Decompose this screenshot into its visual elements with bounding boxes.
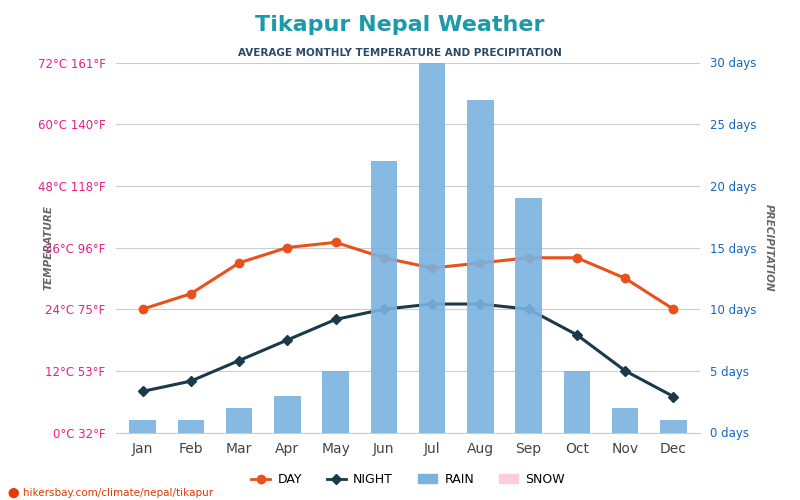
NIGHT xyxy=(620,368,630,374)
Bar xyxy=(419,62,446,432)
Bar xyxy=(322,371,349,432)
Legend: DAY, NIGHT, RAIN, SNOW: DAY, NIGHT, RAIN, SNOW xyxy=(246,468,570,491)
Bar xyxy=(178,420,204,432)
NIGHT xyxy=(138,388,147,394)
Text: ⬤ hikersbay.com/climate/nepal/tikapur: ⬤ hikersbay.com/climate/nepal/tikapur xyxy=(8,488,213,498)
NIGHT xyxy=(524,306,534,312)
Bar xyxy=(515,198,542,432)
Text: TEMPERATURE: TEMPERATURE xyxy=(44,205,54,290)
NIGHT xyxy=(331,316,341,322)
Bar xyxy=(467,100,494,432)
DAY xyxy=(572,255,582,261)
DAY xyxy=(524,255,534,261)
Bar xyxy=(226,408,252,432)
NIGHT xyxy=(379,306,389,312)
Bar xyxy=(274,396,301,432)
NIGHT xyxy=(475,301,485,307)
DAY xyxy=(138,306,147,312)
Bar xyxy=(612,408,638,432)
Line: NIGHT: NIGHT xyxy=(139,300,677,400)
DAY xyxy=(331,240,341,246)
NIGHT xyxy=(669,394,678,400)
DAY xyxy=(234,260,244,266)
Y-axis label: PRECIPITATION: PRECIPITATION xyxy=(763,204,774,292)
Line: DAY: DAY xyxy=(138,238,678,314)
NIGHT xyxy=(427,301,437,307)
DAY xyxy=(282,244,292,250)
Bar xyxy=(370,161,397,432)
DAY xyxy=(427,265,437,271)
NIGHT xyxy=(234,358,244,364)
NIGHT xyxy=(282,337,292,343)
Bar xyxy=(564,371,590,432)
Bar xyxy=(660,420,686,432)
NIGHT xyxy=(572,332,582,338)
DAY xyxy=(186,290,196,296)
DAY xyxy=(379,255,389,261)
Text: Tikapur Nepal Weather: Tikapur Nepal Weather xyxy=(255,15,545,35)
DAY xyxy=(669,306,678,312)
DAY xyxy=(620,276,630,281)
Bar xyxy=(130,420,156,432)
DAY xyxy=(475,260,485,266)
NIGHT xyxy=(186,378,196,384)
Text: AVERAGE MONTHLY TEMPERATURE AND PRECIPITATION: AVERAGE MONTHLY TEMPERATURE AND PRECIPIT… xyxy=(238,48,562,58)
